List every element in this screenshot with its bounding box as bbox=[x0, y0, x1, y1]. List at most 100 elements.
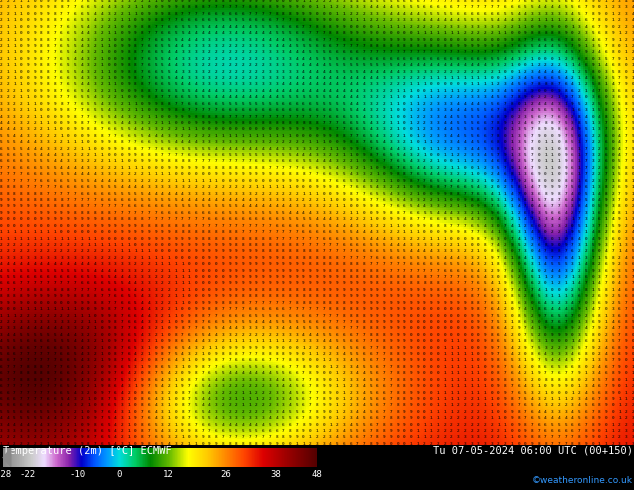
Text: 7: 7 bbox=[450, 0, 453, 3]
Text: 1: 1 bbox=[504, 76, 507, 80]
Text: 6: 6 bbox=[470, 12, 473, 16]
Text: 3: 3 bbox=[376, 89, 378, 93]
Text: 0: 0 bbox=[336, 140, 339, 144]
Text: 1: 1 bbox=[578, 256, 581, 260]
Text: 2: 2 bbox=[349, 397, 352, 401]
Text: 2: 2 bbox=[202, 57, 204, 61]
Text: 2: 2 bbox=[13, 436, 16, 440]
Text: 4: 4 bbox=[188, 31, 191, 35]
Text: 4: 4 bbox=[208, 410, 210, 414]
Text: 1: 1 bbox=[336, 12, 339, 16]
Text: 0: 0 bbox=[323, 365, 325, 369]
Text: 6: 6 bbox=[188, 211, 191, 215]
Text: 3: 3 bbox=[120, 0, 124, 3]
Text: 0: 0 bbox=[81, 134, 83, 138]
Text: 7: 7 bbox=[598, 24, 600, 29]
Text: 9: 9 bbox=[605, 403, 607, 407]
Text: 1: 1 bbox=[437, 237, 439, 241]
Text: 8: 8 bbox=[221, 301, 224, 305]
Text: 2: 2 bbox=[215, 185, 217, 189]
Text: 2: 2 bbox=[94, 345, 96, 350]
Text: 8: 8 bbox=[417, 281, 419, 286]
Text: 7: 7 bbox=[309, 410, 311, 414]
Text: 1: 1 bbox=[40, 307, 42, 311]
Text: 1: 1 bbox=[27, 307, 29, 311]
Text: 8: 8 bbox=[383, 423, 385, 427]
Text: 1: 1 bbox=[0, 442, 3, 446]
Text: 1: 1 bbox=[356, 159, 359, 164]
Text: 5: 5 bbox=[120, 288, 124, 292]
Text: 6: 6 bbox=[221, 153, 224, 157]
Text: 4: 4 bbox=[60, 326, 63, 330]
Text: 7: 7 bbox=[289, 301, 292, 305]
Text: 2: 2 bbox=[228, 391, 231, 394]
Text: 8: 8 bbox=[242, 121, 244, 125]
Text: 9: 9 bbox=[141, 378, 143, 382]
Text: 0: 0 bbox=[437, 307, 439, 311]
Text: 3: 3 bbox=[497, 198, 500, 202]
Text: 6: 6 bbox=[228, 108, 231, 112]
Text: 4: 4 bbox=[242, 204, 244, 208]
Text: 5: 5 bbox=[262, 365, 264, 369]
Text: 4: 4 bbox=[470, 147, 473, 150]
Text: 8: 8 bbox=[370, 38, 372, 42]
Text: 0: 0 bbox=[40, 102, 42, 106]
Text: 5: 5 bbox=[154, 429, 157, 433]
Text: 5: 5 bbox=[53, 166, 56, 170]
Text: 6: 6 bbox=[295, 102, 298, 106]
Text: 9: 9 bbox=[154, 352, 157, 356]
Text: 3: 3 bbox=[430, 204, 432, 208]
Text: 9: 9 bbox=[564, 153, 567, 157]
Text: 6: 6 bbox=[598, 95, 600, 99]
Text: 4: 4 bbox=[309, 76, 311, 80]
Text: 8: 8 bbox=[410, 44, 413, 48]
Text: 9: 9 bbox=[262, 256, 264, 260]
Text: 3: 3 bbox=[208, 82, 210, 86]
Text: 3: 3 bbox=[27, 134, 29, 138]
Text: 0: 0 bbox=[437, 333, 439, 337]
Text: 3: 3 bbox=[148, 185, 150, 189]
Text: 1: 1 bbox=[484, 403, 486, 407]
Text: 7: 7 bbox=[53, 185, 56, 189]
Text: 2: 2 bbox=[470, 249, 473, 253]
Text: 0: 0 bbox=[302, 185, 305, 189]
Text: 9: 9 bbox=[181, 384, 184, 388]
Text: 0: 0 bbox=[134, 391, 137, 394]
Text: 9: 9 bbox=[504, 147, 507, 150]
Text: 3: 3 bbox=[349, 365, 352, 369]
Text: 4: 4 bbox=[349, 95, 352, 99]
Text: 7: 7 bbox=[34, 281, 36, 286]
Text: 7: 7 bbox=[323, 249, 325, 253]
Text: 3: 3 bbox=[544, 217, 547, 221]
Text: 4: 4 bbox=[370, 127, 372, 131]
Text: 0: 0 bbox=[450, 38, 453, 42]
Text: 6: 6 bbox=[510, 281, 514, 286]
Text: 0: 0 bbox=[148, 359, 150, 363]
Text: 4: 4 bbox=[363, 115, 365, 119]
Text: 5: 5 bbox=[120, 127, 124, 131]
Text: 8: 8 bbox=[329, 301, 332, 305]
Text: 0: 0 bbox=[417, 403, 419, 407]
Text: 7: 7 bbox=[510, 237, 514, 241]
Text: 8: 8 bbox=[101, 217, 103, 221]
Text: 8: 8 bbox=[262, 442, 264, 446]
Text: 0: 0 bbox=[510, 159, 514, 164]
Text: 8: 8 bbox=[34, 288, 36, 292]
Text: 8: 8 bbox=[148, 223, 150, 228]
Text: 9: 9 bbox=[302, 262, 305, 266]
Text: 0: 0 bbox=[168, 249, 171, 253]
Text: 5: 5 bbox=[370, 397, 372, 401]
Text: 2: 2 bbox=[295, 198, 298, 202]
Text: 1: 1 bbox=[20, 95, 23, 99]
Text: 4: 4 bbox=[269, 89, 271, 93]
Text: 4: 4 bbox=[424, 63, 426, 67]
Text: 5: 5 bbox=[67, 179, 70, 183]
Text: 3: 3 bbox=[195, 57, 197, 61]
Text: 5: 5 bbox=[282, 95, 285, 99]
Text: 0: 0 bbox=[174, 172, 177, 176]
Text: 1: 1 bbox=[564, 102, 567, 106]
Text: 2: 2 bbox=[174, 127, 177, 131]
Text: 8: 8 bbox=[376, 333, 378, 337]
Text: 9: 9 bbox=[363, 288, 365, 292]
Text: 7: 7 bbox=[383, 371, 385, 375]
